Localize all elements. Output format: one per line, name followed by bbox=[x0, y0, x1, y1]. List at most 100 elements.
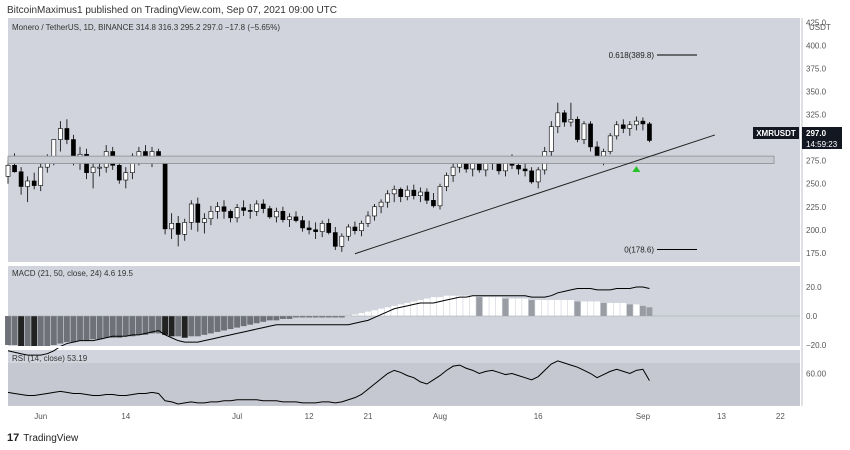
price-tick-label: 400.0 bbox=[806, 42, 827, 51]
macd-histogram-bar bbox=[37, 316, 44, 348]
price-tick-label: 425.0 bbox=[806, 19, 827, 28]
candle-body bbox=[188, 203, 194, 223]
macd-histogram-bar bbox=[371, 310, 378, 316]
macd-histogram-bar bbox=[351, 314, 358, 316]
macd-histogram-bar bbox=[535, 300, 542, 316]
macd-histogram-bar bbox=[515, 298, 522, 316]
macd-histogram-bar bbox=[391, 305, 398, 316]
time-tick-label: 14 bbox=[121, 412, 130, 421]
candle-body bbox=[319, 223, 325, 232]
macd-histogram-bar bbox=[194, 316, 201, 337]
candle-body bbox=[306, 227, 312, 231]
macd-histogram-bar bbox=[312, 316, 319, 318]
candle-body bbox=[404, 189, 410, 197]
macd-histogram-bar bbox=[365, 311, 371, 316]
candle-body bbox=[58, 128, 63, 140]
macd-histogram-bar bbox=[509, 298, 515, 316]
candle-body bbox=[208, 211, 214, 220]
candle-body bbox=[136, 151, 142, 157]
macd-histogram-bar bbox=[495, 297, 502, 316]
candle-body bbox=[202, 218, 207, 223]
macd-histogram-bar bbox=[188, 316, 195, 337]
candle-body bbox=[398, 188, 404, 197]
candle-body bbox=[555, 112, 561, 127]
candle-body bbox=[568, 118, 574, 123]
candle-body bbox=[476, 163, 482, 171]
candle-body bbox=[352, 226, 358, 231]
candle-body bbox=[116, 165, 122, 181]
rsi-panel-bottom-cover bbox=[8, 406, 800, 418]
candle-body bbox=[372, 206, 377, 217]
rsi-legend: RSI (14, close) 53.19 bbox=[12, 354, 88, 363]
macd-histogram-bar bbox=[561, 300, 568, 316]
candle-body bbox=[529, 170, 534, 183]
macd-histogram-bar bbox=[600, 302, 607, 316]
candle-body bbox=[431, 200, 436, 207]
candle-body bbox=[620, 124, 626, 129]
macd-histogram-bar bbox=[430, 297, 437, 316]
macd-histogram-bar bbox=[24, 316, 31, 347]
macd-histogram-bar bbox=[162, 316, 169, 335]
macd-histogram-bar bbox=[633, 304, 640, 316]
macd-histogram-bar bbox=[135, 316, 142, 335]
macd-histogram-bar bbox=[293, 316, 299, 318]
macd-histogram-bar bbox=[149, 316, 155, 334]
time-tick-label: 13 bbox=[717, 412, 726, 421]
macd-histogram-bar bbox=[332, 316, 339, 318]
time-tick-label: 16 bbox=[534, 412, 543, 421]
macd-histogram-bar bbox=[122, 316, 129, 337]
candle-body bbox=[97, 166, 102, 169]
candle-body bbox=[346, 226, 351, 237]
price-tag-symbol-box bbox=[753, 127, 799, 139]
main-title: Monero / TetherUS, 1D, BINANCE 314.8 316… bbox=[12, 23, 280, 32]
macd-histogram-bar bbox=[44, 316, 51, 347]
macd-histogram-bar bbox=[168, 316, 175, 337]
macd-histogram-bar bbox=[221, 316, 227, 331]
price-tick-label: 175.0 bbox=[806, 249, 827, 258]
footer: 17 TradingView bbox=[7, 432, 78, 444]
candle-body bbox=[300, 220, 305, 229]
candle-body bbox=[339, 235, 345, 247]
candle-body bbox=[424, 191, 430, 201]
macd-histogram-bar bbox=[646, 307, 653, 316]
macd-histogram-bar bbox=[378, 308, 385, 316]
candle-body bbox=[385, 193, 390, 203]
macd-histogram-bar bbox=[299, 316, 306, 318]
macd-histogram-bar bbox=[450, 295, 457, 316]
candle-body bbox=[562, 112, 567, 123]
support-zone bbox=[7, 155, 775, 164]
main-panel bbox=[8, 18, 800, 262]
macd-histogram-bar bbox=[227, 316, 234, 330]
macd-histogram-bar bbox=[581, 301, 587, 316]
candle-body bbox=[267, 208, 273, 218]
macd-histogram-bar bbox=[567, 300, 574, 316]
macd-histogram-bar bbox=[273, 316, 280, 321]
price-tag-value: 297.0 bbox=[806, 129, 827, 138]
time-tick-label: 21 bbox=[364, 412, 373, 421]
macd-histogram-bar bbox=[306, 316, 313, 318]
time-tick-label: 22 bbox=[776, 412, 785, 421]
candle-body bbox=[594, 146, 600, 157]
macd-histogram-bar bbox=[437, 297, 443, 316]
macd-histogram-bar bbox=[240, 316, 247, 327]
macd-histogram-bar bbox=[626, 304, 633, 316]
candle-body bbox=[601, 151, 606, 157]
candle-body bbox=[444, 175, 449, 187]
candle-body bbox=[391, 188, 397, 195]
macd-histogram-bar bbox=[253, 316, 260, 324]
macd-histogram-bar bbox=[613, 302, 620, 316]
candle-body bbox=[437, 186, 443, 207]
candle-body bbox=[215, 206, 220, 212]
macd-tick-label: 0.0 bbox=[806, 312, 818, 321]
macd-histogram-bar bbox=[50, 316, 57, 345]
candle-body bbox=[221, 206, 227, 212]
candle-body bbox=[627, 124, 633, 129]
green-arrow-marker-icon bbox=[632, 166, 641, 173]
macd-legend: MACD (21, 50, close, 24) 4.6 19.5 bbox=[12, 269, 134, 278]
macd-histogram-bar bbox=[129, 316, 136, 337]
macd-histogram-bar bbox=[96, 316, 103, 340]
candle-body bbox=[548, 126, 554, 152]
macd-histogram-bar bbox=[266, 316, 273, 321]
candle-body bbox=[195, 203, 201, 223]
